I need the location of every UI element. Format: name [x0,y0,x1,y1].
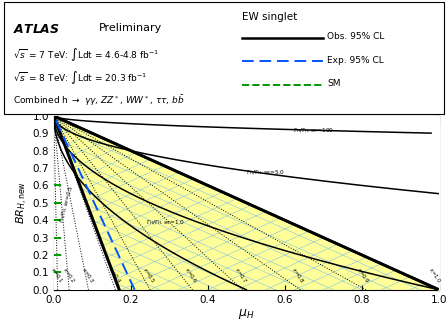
Text: $\kappa$=0.1: $\kappa$=0.1 [49,266,66,285]
X-axis label: $\mu_H$: $\mu_H$ [238,308,254,321]
FancyBboxPatch shape [4,2,444,114]
Text: $\Gamma_H/\Gamma_{H,SM}$=100: $\Gamma_H/\Gamma_{H,SM}$=100 [293,127,334,135]
Y-axis label: $BR_{H,\mathrm{new}}$: $BR_{H,\mathrm{new}}$ [14,181,30,224]
Polygon shape [54,116,119,290]
Text: $\Gamma_H/\Gamma_{H,SM}$=1.0: $\Gamma_H/\Gamma_{H,SM}$=1.0 [146,219,185,227]
Text: EW singlet: EW singlet [242,12,297,22]
Text: $\bfit{ATLAS}$: $\bfit{ATLAS}$ [13,23,60,36]
Text: $\kappa$=0.6: $\kappa$=0.6 [183,266,199,285]
Text: $\kappa$=0.4: $\kappa$=0.4 [107,266,123,285]
Text: $\kappa$=0.9: $\kappa$=0.9 [355,266,371,285]
Text: $\sqrt{s}$ = 8 TeV: $\int$Ldt = 20.3 fb$^{-1}$: $\sqrt{s}$ = 8 TeV: $\int$Ldt = 20.3 fb$… [13,70,148,86]
Text: $\kappa$=1.0: $\kappa$=1.0 [427,266,444,285]
Text: Combined h $\rightarrow$ $\gamma\gamma$, $ZZ^*$, $WW^*$, $\tau\tau$, $b\bar{b}$: Combined h $\rightarrow$ $\gamma\gamma$,… [13,93,185,108]
Text: $\kappa$=0.5: $\kappa$=0.5 [141,266,157,285]
Text: Exp. 95% CL: Exp. 95% CL [327,56,384,65]
Text: $\Gamma_H/\Gamma_{H,SM}$=5.0: $\Gamma_H/\Gamma_{H,SM}$=5.0 [246,169,286,177]
Text: Obs. 95% CL: Obs. 95% CL [327,33,384,42]
Text: $\kappa$=0.7: $\kappa$=0.7 [233,266,249,285]
Text: $\kappa$=0.8: $\kappa$=0.8 [290,266,306,285]
Text: $\kappa$=0.2: $\kappa$=0.2 [61,266,77,285]
Text: $\Gamma_H/\Gamma_{H,SM}$=0.5: $\Gamma_H/\Gamma_{H,SM}$=0.5 [58,184,76,224]
Text: $\kappa$=0.3: $\kappa$=0.3 [80,266,96,285]
Text: Preliminary: Preliminary [99,23,162,33]
Text: $\sqrt{s}$ = 7 TeV: $\int$Ldt = 4.6-4.8 fb$^{-1}$: $\sqrt{s}$ = 7 TeV: $\int$Ldt = 4.6-4.8 … [13,46,159,63]
Text: SM: SM [327,79,340,88]
